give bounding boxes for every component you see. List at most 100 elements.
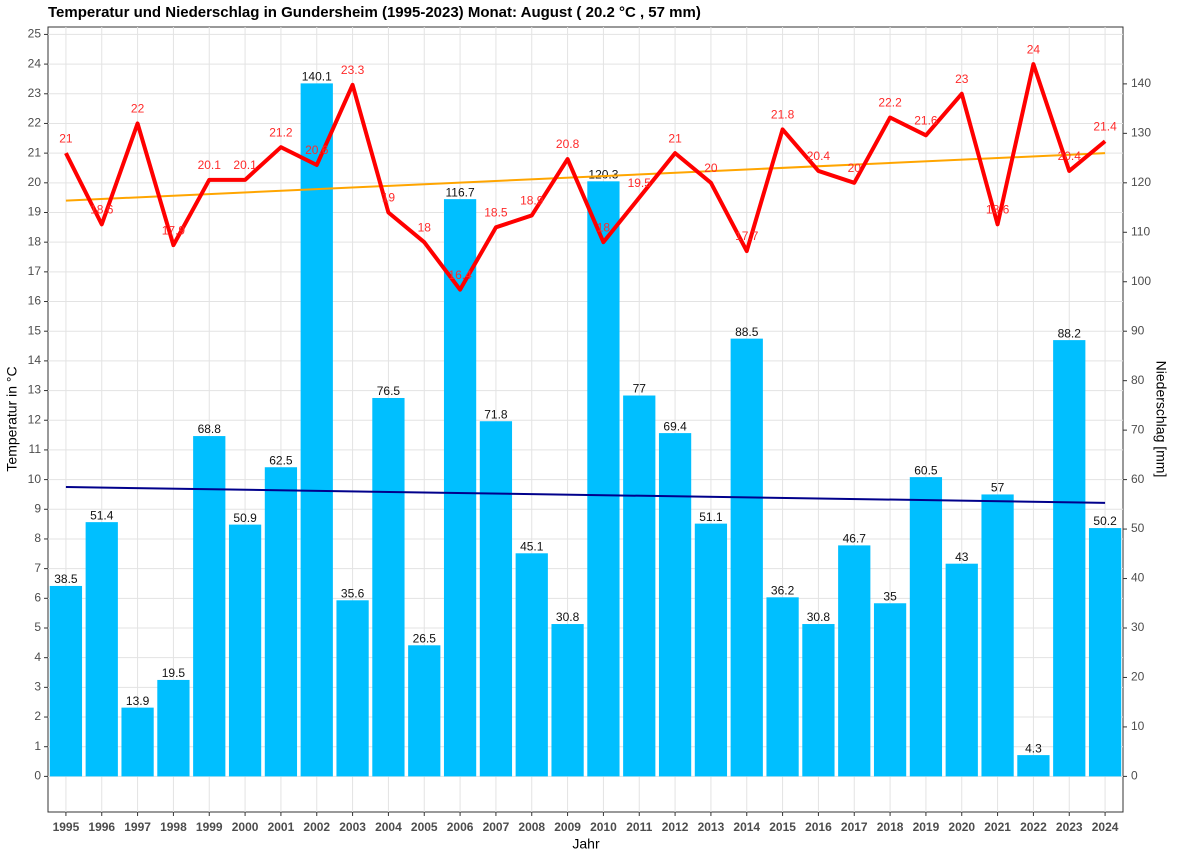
bar-label: 140.1	[302, 70, 332, 84]
trend-line	[65, 152, 1106, 202]
y2-tick-label: 60	[1131, 472, 1145, 486]
y2-tick-label: 0	[1131, 769, 1138, 783]
y2-tick-label: 70	[1131, 422, 1145, 436]
y-tick-label: 18	[28, 234, 42, 248]
y-tick-label: 7	[34, 561, 41, 575]
bar	[838, 545, 871, 777]
bar	[766, 597, 799, 777]
bar	[157, 679, 190, 777]
y-tick-label: 15	[28, 323, 42, 337]
bar	[909, 477, 943, 777]
y-tick-label: 2	[34, 709, 41, 723]
x-tick-label: 2013	[698, 820, 725, 834]
line-label: 20.6	[305, 143, 329, 157]
x-tick-label: 2010	[590, 820, 617, 834]
bar-label: 19.5	[162, 666, 186, 680]
y-tick-label: 16	[28, 294, 42, 308]
bar-label: 76.5	[377, 384, 401, 398]
line-label: 20.1	[233, 158, 257, 172]
x-tick-label: 2022	[1020, 820, 1047, 834]
y2-tick-label: 120	[1131, 175, 1151, 189]
x-tick-label: 2008	[518, 820, 545, 834]
plot-background	[47, 26, 1124, 813]
y2-tick-label: 50	[1131, 521, 1145, 535]
line-label: 21.4	[1093, 119, 1117, 133]
trend-line	[65, 486, 1106, 504]
line-label: 20	[704, 161, 718, 175]
bar	[658, 433, 692, 777]
bar-label: 4.3	[1025, 741, 1042, 755]
y2-tick-label: 20	[1131, 670, 1145, 684]
bar	[623, 395, 656, 777]
x-tick-label: 1996	[88, 820, 115, 834]
line-label: 20.4	[807, 149, 831, 163]
x-tick-label: 2002	[303, 820, 330, 834]
y-tick-label: 25	[28, 27, 42, 41]
bar	[372, 397, 405, 777]
x-tick-label: 2004	[375, 820, 402, 834]
line-label: 21	[59, 131, 73, 145]
line-label: 18	[597, 220, 611, 234]
bar	[802, 624, 835, 777]
x-tick-label: 2009	[554, 820, 581, 834]
x-tick-label: 2023	[1056, 820, 1083, 834]
y2-tick-label: 90	[1131, 323, 1145, 337]
bar	[443, 199, 477, 777]
line-label: 18.6	[90, 203, 114, 217]
y-tick-label: 17	[28, 264, 42, 278]
x-tick-label: 2019	[913, 820, 940, 834]
y-tick-label: 1	[34, 739, 41, 753]
y-tick-label: 6	[34, 590, 41, 604]
bar-label: 68.8	[198, 422, 222, 436]
x-tick-label: 1999	[196, 820, 223, 834]
bar	[694, 523, 728, 777]
y2-tick-label: 110	[1131, 224, 1150, 238]
y-tick-label: 10	[28, 472, 42, 486]
x-tick-label: 2007	[483, 820, 510, 834]
line-label: 17.9	[162, 223, 186, 237]
line-label: 18	[418, 220, 432, 234]
y-tick-label: 24	[28, 56, 42, 70]
bar-label: 50.9	[233, 511, 257, 525]
line-label: 20.4	[1058, 149, 1082, 163]
line-label: 19	[382, 191, 396, 205]
x-tick-label: 2001	[268, 820, 295, 834]
x-tick-label: 2017	[841, 820, 868, 834]
line-label: 18.5	[484, 206, 508, 220]
x-tick-label: 2011	[626, 820, 652, 834]
line-label: 21.6	[914, 113, 938, 127]
bar-label: 35.6	[341, 586, 365, 600]
y-tick-label: 13	[28, 383, 42, 397]
y2-tick-label: 10	[1131, 719, 1145, 733]
x-tick-label: 2024	[1092, 820, 1119, 834]
bar-label: 46.7	[843, 532, 867, 546]
bar	[121, 707, 154, 777]
x-tick-label: 2016	[805, 820, 832, 834]
bar-label: 13.9	[126, 694, 150, 708]
bar	[264, 467, 298, 777]
y-tick-label: 19	[28, 205, 42, 219]
y-tick-label: 20	[28, 175, 42, 189]
line-label: 19.5	[628, 176, 652, 190]
x-tick-label: 2003	[339, 820, 366, 834]
y-tick-label: 0	[34, 769, 41, 783]
line-label: 18.9	[520, 194, 544, 208]
y-tick-label: 23	[28, 86, 42, 100]
line-label: 21.2	[269, 125, 293, 139]
x-tick-label: 2015	[769, 820, 796, 834]
x-tick-label: 2021	[984, 820, 1011, 834]
line-label: 20.8	[556, 137, 580, 151]
bar-label: 35	[883, 589, 897, 603]
x-tick-label: 1997	[124, 820, 151, 834]
bar	[408, 645, 441, 777]
x-tick-label: 2005	[411, 820, 438, 834]
bar	[300, 83, 333, 777]
bar-label: 57	[991, 481, 1005, 495]
bar	[551, 624, 584, 777]
y-tick-label: 5	[34, 620, 41, 634]
y-tick-label: 22	[28, 116, 42, 130]
bar-label: 77	[633, 382, 647, 396]
bar-label: 45.1	[520, 539, 544, 553]
bar	[945, 563, 978, 777]
